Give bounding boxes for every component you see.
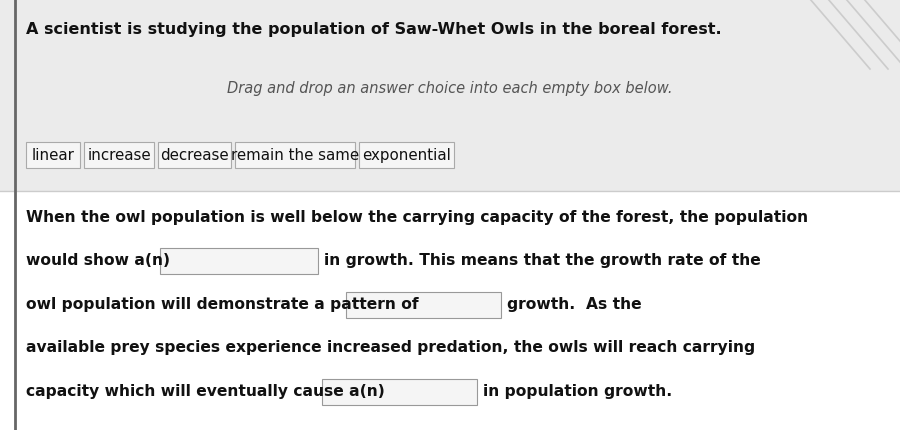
FancyBboxPatch shape xyxy=(0,191,900,430)
Text: Drag and drop an answer choice into each empty box below.: Drag and drop an answer choice into each… xyxy=(227,80,673,95)
FancyBboxPatch shape xyxy=(158,142,231,169)
Text: remain the same: remain the same xyxy=(231,148,359,163)
FancyBboxPatch shape xyxy=(322,379,477,405)
FancyBboxPatch shape xyxy=(84,142,154,169)
Text: decrease: decrease xyxy=(160,148,229,163)
FancyBboxPatch shape xyxy=(160,249,318,275)
Text: owl population will demonstrate a pattern of: owl population will demonstrate a patter… xyxy=(26,296,418,311)
FancyBboxPatch shape xyxy=(26,142,80,169)
Text: linear: linear xyxy=(32,148,75,163)
Text: in growth. This means that the growth rate of the: in growth. This means that the growth ra… xyxy=(324,253,760,267)
Text: A scientist is studying the population of Saw-Whet Owls in the boreal forest.: A scientist is studying the population o… xyxy=(26,22,722,37)
FancyBboxPatch shape xyxy=(359,142,454,169)
Text: increase: increase xyxy=(87,148,151,163)
Text: available prey species experience increased predation, the owls will reach carry: available prey species experience increa… xyxy=(26,339,755,354)
Text: When the owl population is well below the carrying capacity of the forest, the p: When the owl population is well below th… xyxy=(26,209,808,224)
FancyBboxPatch shape xyxy=(346,292,501,318)
Text: would show a(n): would show a(n) xyxy=(26,253,170,267)
Text: growth.  As the: growth. As the xyxy=(507,296,642,311)
FancyBboxPatch shape xyxy=(235,142,355,169)
Text: capacity which will eventually cause a(n): capacity which will eventually cause a(n… xyxy=(26,383,385,398)
Text: exponential: exponential xyxy=(362,148,451,163)
FancyBboxPatch shape xyxy=(0,0,900,191)
Text: in population growth.: in population growth. xyxy=(483,383,672,398)
